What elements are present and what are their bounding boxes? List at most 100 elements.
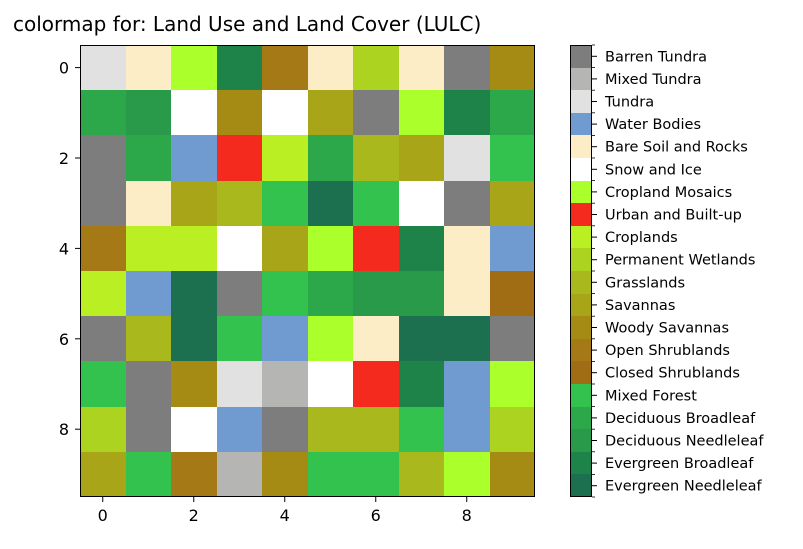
colorbar-swatch (570, 452, 592, 474)
colorbar-swatch (570, 294, 592, 316)
heatmap-cell (80, 181, 126, 226)
heatmap-cell (262, 181, 308, 226)
heatmap-cell (80, 45, 126, 90)
legend-label: Barren Tundra (605, 49, 707, 65)
legend-label: Bare Soil and Rocks (605, 140, 748, 156)
heatmap-cell (126, 135, 171, 181)
legend-label: Permanent Wetlands (605, 253, 755, 269)
heatmap-cell (399, 361, 444, 407)
legend-label: Evergreen Broadleaf (605, 456, 754, 472)
heatmap-cell (126, 316, 171, 361)
heatmap-cell (126, 361, 171, 407)
heatmap-cell (262, 316, 308, 361)
heatmap-cell (80, 407, 126, 452)
heatmap-cell (399, 45, 444, 90)
heatmap-cell (399, 271, 444, 316)
heatmap-cell (217, 226, 262, 271)
heatmap-cell (171, 407, 217, 452)
heatmap-cell (171, 452, 217, 497)
heatmap-cell (444, 181, 490, 226)
heatmap-cell (308, 316, 353, 361)
colorbar-swatch (570, 158, 592, 181)
y-tick-label: 4 (59, 239, 69, 258)
heatmap-cell (490, 361, 535, 407)
heatmap-cell (217, 90, 262, 135)
heatmap-cell (171, 226, 217, 271)
heatmap-cell (308, 452, 353, 497)
colorbar-swatch (570, 68, 592, 90)
heatmap-cell (308, 226, 353, 271)
heatmap-cell (444, 316, 490, 361)
heatmap-cell (490, 407, 535, 452)
heatmap-cell (217, 181, 262, 226)
legend-label: Woody Savannas (605, 321, 729, 337)
legend-label: Water Bodies (605, 117, 701, 133)
heatmap-cell (353, 45, 399, 90)
heatmap-cell (490, 90, 535, 135)
heatmap-cell (262, 226, 308, 271)
colorbar-swatch (570, 113, 592, 135)
colorbar-swatch (570, 316, 592, 339)
heatmap-cell (126, 181, 171, 226)
heatmap-cell (399, 181, 444, 226)
heatmap-cell (80, 135, 126, 181)
x-tick-label: 2 (189, 506, 199, 525)
heatmap-cell (444, 271, 490, 316)
legend-label: Tundra (604, 95, 654, 111)
heatmap-cell (80, 90, 126, 135)
heatmap-cell (126, 45, 171, 90)
heatmap-cell (80, 226, 126, 271)
heatmap-cell (171, 135, 217, 181)
heatmap-cell (490, 271, 535, 316)
heatmap-cell (126, 226, 171, 271)
heatmap-cell (262, 271, 308, 316)
colorbar-swatch (570, 474, 592, 497)
heatmap-cell (217, 271, 262, 316)
heatmap-cell (399, 407, 444, 452)
heatmap-cell (217, 135, 262, 181)
colorbar-swatch (570, 203, 592, 226)
colorbar-swatch (570, 361, 592, 384)
heatmap-cell (262, 90, 308, 135)
y-tick-label: 6 (59, 330, 69, 349)
heatmap-cell (444, 361, 490, 407)
legend-label: Deciduous Broadleaf (605, 411, 756, 427)
heatmap-cell (444, 90, 490, 135)
heatmap-cell (80, 316, 126, 361)
heatmap-cell (126, 452, 171, 497)
heatmap-cell (444, 407, 490, 452)
heatmap-cell (399, 226, 444, 271)
heatmap-cell (262, 361, 308, 407)
heatmap-cell (308, 181, 353, 226)
heatmap-cell (353, 135, 399, 181)
x-tick-label: 0 (98, 506, 108, 525)
legend-label: Open Shrublands (605, 343, 730, 359)
heatmap-cell (490, 452, 535, 497)
heatmap-cell (490, 316, 535, 361)
heatmap-frame (80, 45, 535, 497)
legend-label: Grasslands (605, 275, 685, 291)
heatmap-cell (171, 316, 217, 361)
colorbar-swatch (570, 384, 592, 407)
colorbar-swatch (570, 90, 592, 113)
heatmap-cell (126, 271, 171, 316)
heatmap-cell (353, 90, 399, 135)
y-axis: 0 2 4 6 8 (59, 59, 80, 439)
legend-label: Croplands (605, 230, 678, 246)
heatmap-cell (171, 45, 217, 90)
heatmap-cell (308, 271, 353, 316)
heatmap-cell (444, 226, 490, 271)
legend-label: Deciduous Needleleaf (605, 434, 764, 450)
y-tick-label: 2 (59, 149, 69, 168)
heatmap-cell (217, 316, 262, 361)
colorbar-swatch (570, 248, 592, 271)
heatmap-cell (171, 271, 217, 316)
heatmap-cell (490, 45, 535, 90)
x-axis: 0 2 4 6 8 (98, 497, 472, 525)
heatmap-cell (308, 45, 353, 90)
heatmap-cell (353, 316, 399, 361)
chart-title: colormap for: Land Use and Land Cover (L… (13, 12, 481, 36)
colorbar-swatch (570, 181, 592, 203)
heatmap-cell (262, 407, 308, 452)
